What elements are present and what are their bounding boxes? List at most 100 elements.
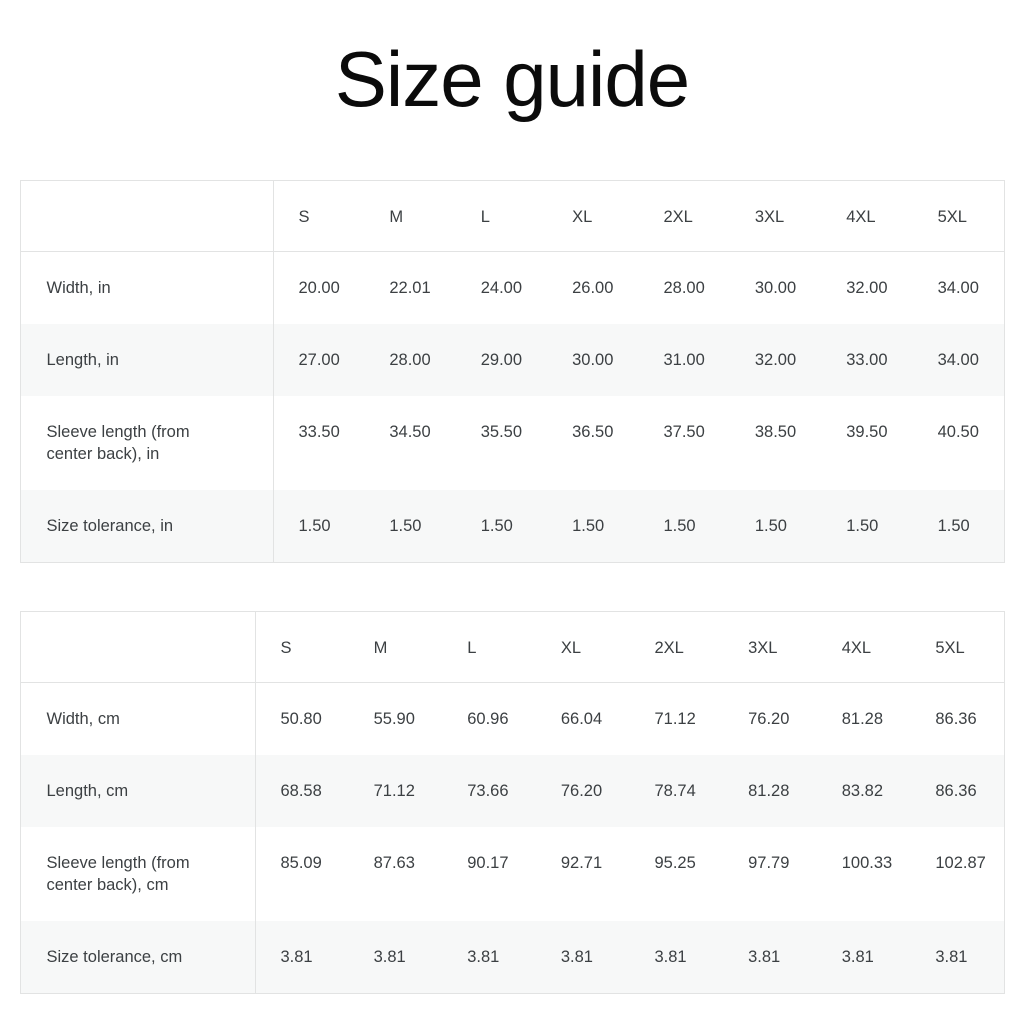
value-cell: 35.50 — [480, 423, 523, 441]
value-cell: 1.50 — [480, 517, 513, 535]
value-cell: 37.50 — [663, 423, 705, 441]
table-header: S M L XL 2XL 3XL 4XL 5XL — [20, 611, 1004, 683]
value-cell: 38.50 — [754, 423, 797, 441]
size-header-L: L — [442, 611, 536, 683]
value-cell: 50.80 — [280, 710, 322, 728]
value-cell: 1.50 — [754, 517, 787, 535]
size-header-3XL: 3XL — [723, 611, 817, 683]
value-cell: 22.01 — [389, 279, 431, 297]
value-cell: 1.50 — [298, 517, 331, 535]
table-body: Width, in 20.00 22.01 24.00 26.00 28.00 30.00 3… — [20, 251, 1004, 563]
value-cell: 81.28 — [748, 782, 790, 800]
table-row: Size tolerance, in 1.50 1.50 1.50 1.50 1.50 1.… — [20, 490, 1004, 563]
value-cell: 36.50 — [572, 423, 614, 441]
table-row: Width, cm 50.80 55.90 60.96 66.04 71.12 76.20 8… — [20, 682, 1004, 755]
table-header: S M L XL 2XL 3XL 4XL 5XL — [20, 180, 1004, 252]
value-cell: 32.00 — [846, 279, 888, 297]
row-label: Sleeve length (from center back), cm — [20, 827, 256, 921]
corner-cell — [20, 611, 256, 683]
size-header-S: S — [273, 180, 365, 252]
header-row: S M L XL 2XL 3XL 4XL 5XL — [20, 611, 1004, 683]
table-row: Length, in 27.00 28.00 29.00 30.00 31.00 32.00… — [20, 324, 1004, 396]
row-label: Length, in — [20, 324, 274, 396]
value-cell: 30.00 — [754, 279, 797, 297]
value-cell: 97.79 — [748, 854, 790, 872]
size-header-5XL: 5XL — [910, 611, 1004, 683]
value-cell: 76.20 — [560, 782, 603, 800]
value-cell: 34.00 — [937, 279, 979, 297]
size-header-M: M — [364, 180, 456, 252]
value-cell: 60.96 — [467, 710, 509, 728]
value-cell: 1.50 — [389, 517, 422, 535]
value-cell: 66.04 — [560, 710, 603, 728]
value-cell: 34.50 — [389, 423, 431, 441]
value-cell: 34.00 — [937, 351, 979, 369]
value-cell: 40.50 — [937, 423, 979, 441]
value-cell: 76.20 — [748, 710, 790, 728]
size-header-XL: XL — [535, 611, 630, 683]
value-cell: 81.28 — [841, 710, 884, 728]
size-header-2XL: 2XL — [638, 180, 730, 252]
value-cell: 3.81 — [467, 948, 500, 966]
value-cell: 39.50 — [846, 423, 888, 441]
value-cell: 71.12 — [373, 782, 415, 800]
value-cell: 85.09 — [280, 854, 322, 872]
table-row: Sleeve length (from center back), cm 85.0… — [20, 827, 1004, 921]
value-cell: 28.00 — [389, 351, 431, 369]
size-header-4XL: 4XL — [816, 611, 911, 683]
size-header-M: M — [348, 611, 443, 683]
corner-cell — [20, 180, 274, 252]
value-cell: 95.25 — [654, 854, 696, 872]
row-label: Length, cm — [20, 755, 256, 827]
value-cell: 55.90 — [373, 710, 415, 728]
value-cell: 83.82 — [841, 782, 884, 800]
value-cell: 3.81 — [841, 948, 874, 966]
size-header-4XL: 4XL — [821, 180, 913, 252]
size-header-S: S — [255, 611, 349, 683]
value-cell: 30.00 — [572, 351, 614, 369]
value-cell: 3.81 — [748, 948, 781, 966]
value-cell: 1.50 — [937, 517, 970, 535]
value-cell: 27.00 — [298, 351, 340, 369]
value-cell: 3.81 — [280, 948, 313, 966]
table-row: Width, in 20.00 22.01 24.00 26.00 28.00 30.00 3… — [20, 251, 1004, 324]
page-title: Size guide — [334, 35, 690, 123]
table-row: Length, cm 68.58 71.12 73.66 76.20 78.74 81.28… — [20, 755, 1004, 827]
size-header-3XL: 3XL — [729, 180, 822, 252]
value-cell: 31.00 — [663, 351, 705, 369]
table-row: Sleeve length (from center back), in 33.5… — [20, 396, 1004, 490]
value-cell: 71.12 — [654, 710, 696, 728]
row-label: Size tolerance, cm — [20, 921, 256, 994]
size-table-inches: S M L XL 2XL 3XL 4XL 5XL Width, in 20.00 22.01 24.0… — [19, 180, 1005, 563]
value-cell: 33.00 — [846, 351, 888, 369]
value-cell: 92.71 — [560, 854, 603, 872]
value-cell: 3.81 — [654, 948, 687, 966]
size-table-centimeters: S M L XL 2XL 3XL 4XL 5XL Width, cm 50.80 55.90 60.9… — [19, 611, 1005, 994]
value-cell: 1.50 — [663, 517, 696, 535]
size-header-5XL: 5XL — [912, 180, 1004, 252]
row-label: Width, cm — [20, 682, 256, 755]
value-cell: 3.81 — [935, 948, 968, 966]
row-label: Size tolerance, in — [20, 490, 274, 563]
size-header-2XL: 2XL — [629, 611, 724, 683]
value-cell: 1.50 — [846, 517, 879, 535]
value-cell: 86.36 — [935, 710, 977, 728]
value-cell: 3.81 — [560, 948, 593, 966]
size-header-XL: XL — [547, 180, 639, 252]
header-row: S M L XL 2XL 3XL 4XL 5XL — [20, 180, 1004, 252]
value-cell: 78.74 — [654, 782, 696, 800]
value-cell: 90.17 — [467, 854, 509, 872]
table-row: Size tolerance, cm 3.81 3.81 3.81 3.81 3.81 3.… — [20, 921, 1004, 994]
row-label: Width, in — [20, 251, 274, 324]
size-header-L: L — [455, 180, 548, 252]
value-cell: 26.00 — [572, 279, 614, 297]
value-cell: 20.00 — [298, 279, 340, 297]
value-cell: 100.33 — [841, 854, 893, 872]
value-cell: 73.66 — [467, 782, 509, 800]
row-label: Sleeve length (from center back), in — [20, 396, 274, 490]
table-body: Width, cm 50.80 55.90 60.96 66.04 71.12 76.20 8… — [20, 682, 1004, 994]
value-cell: 68.58 — [280, 782, 322, 800]
value-cell: 24.00 — [480, 279, 523, 297]
value-cell: 87.63 — [373, 854, 415, 872]
